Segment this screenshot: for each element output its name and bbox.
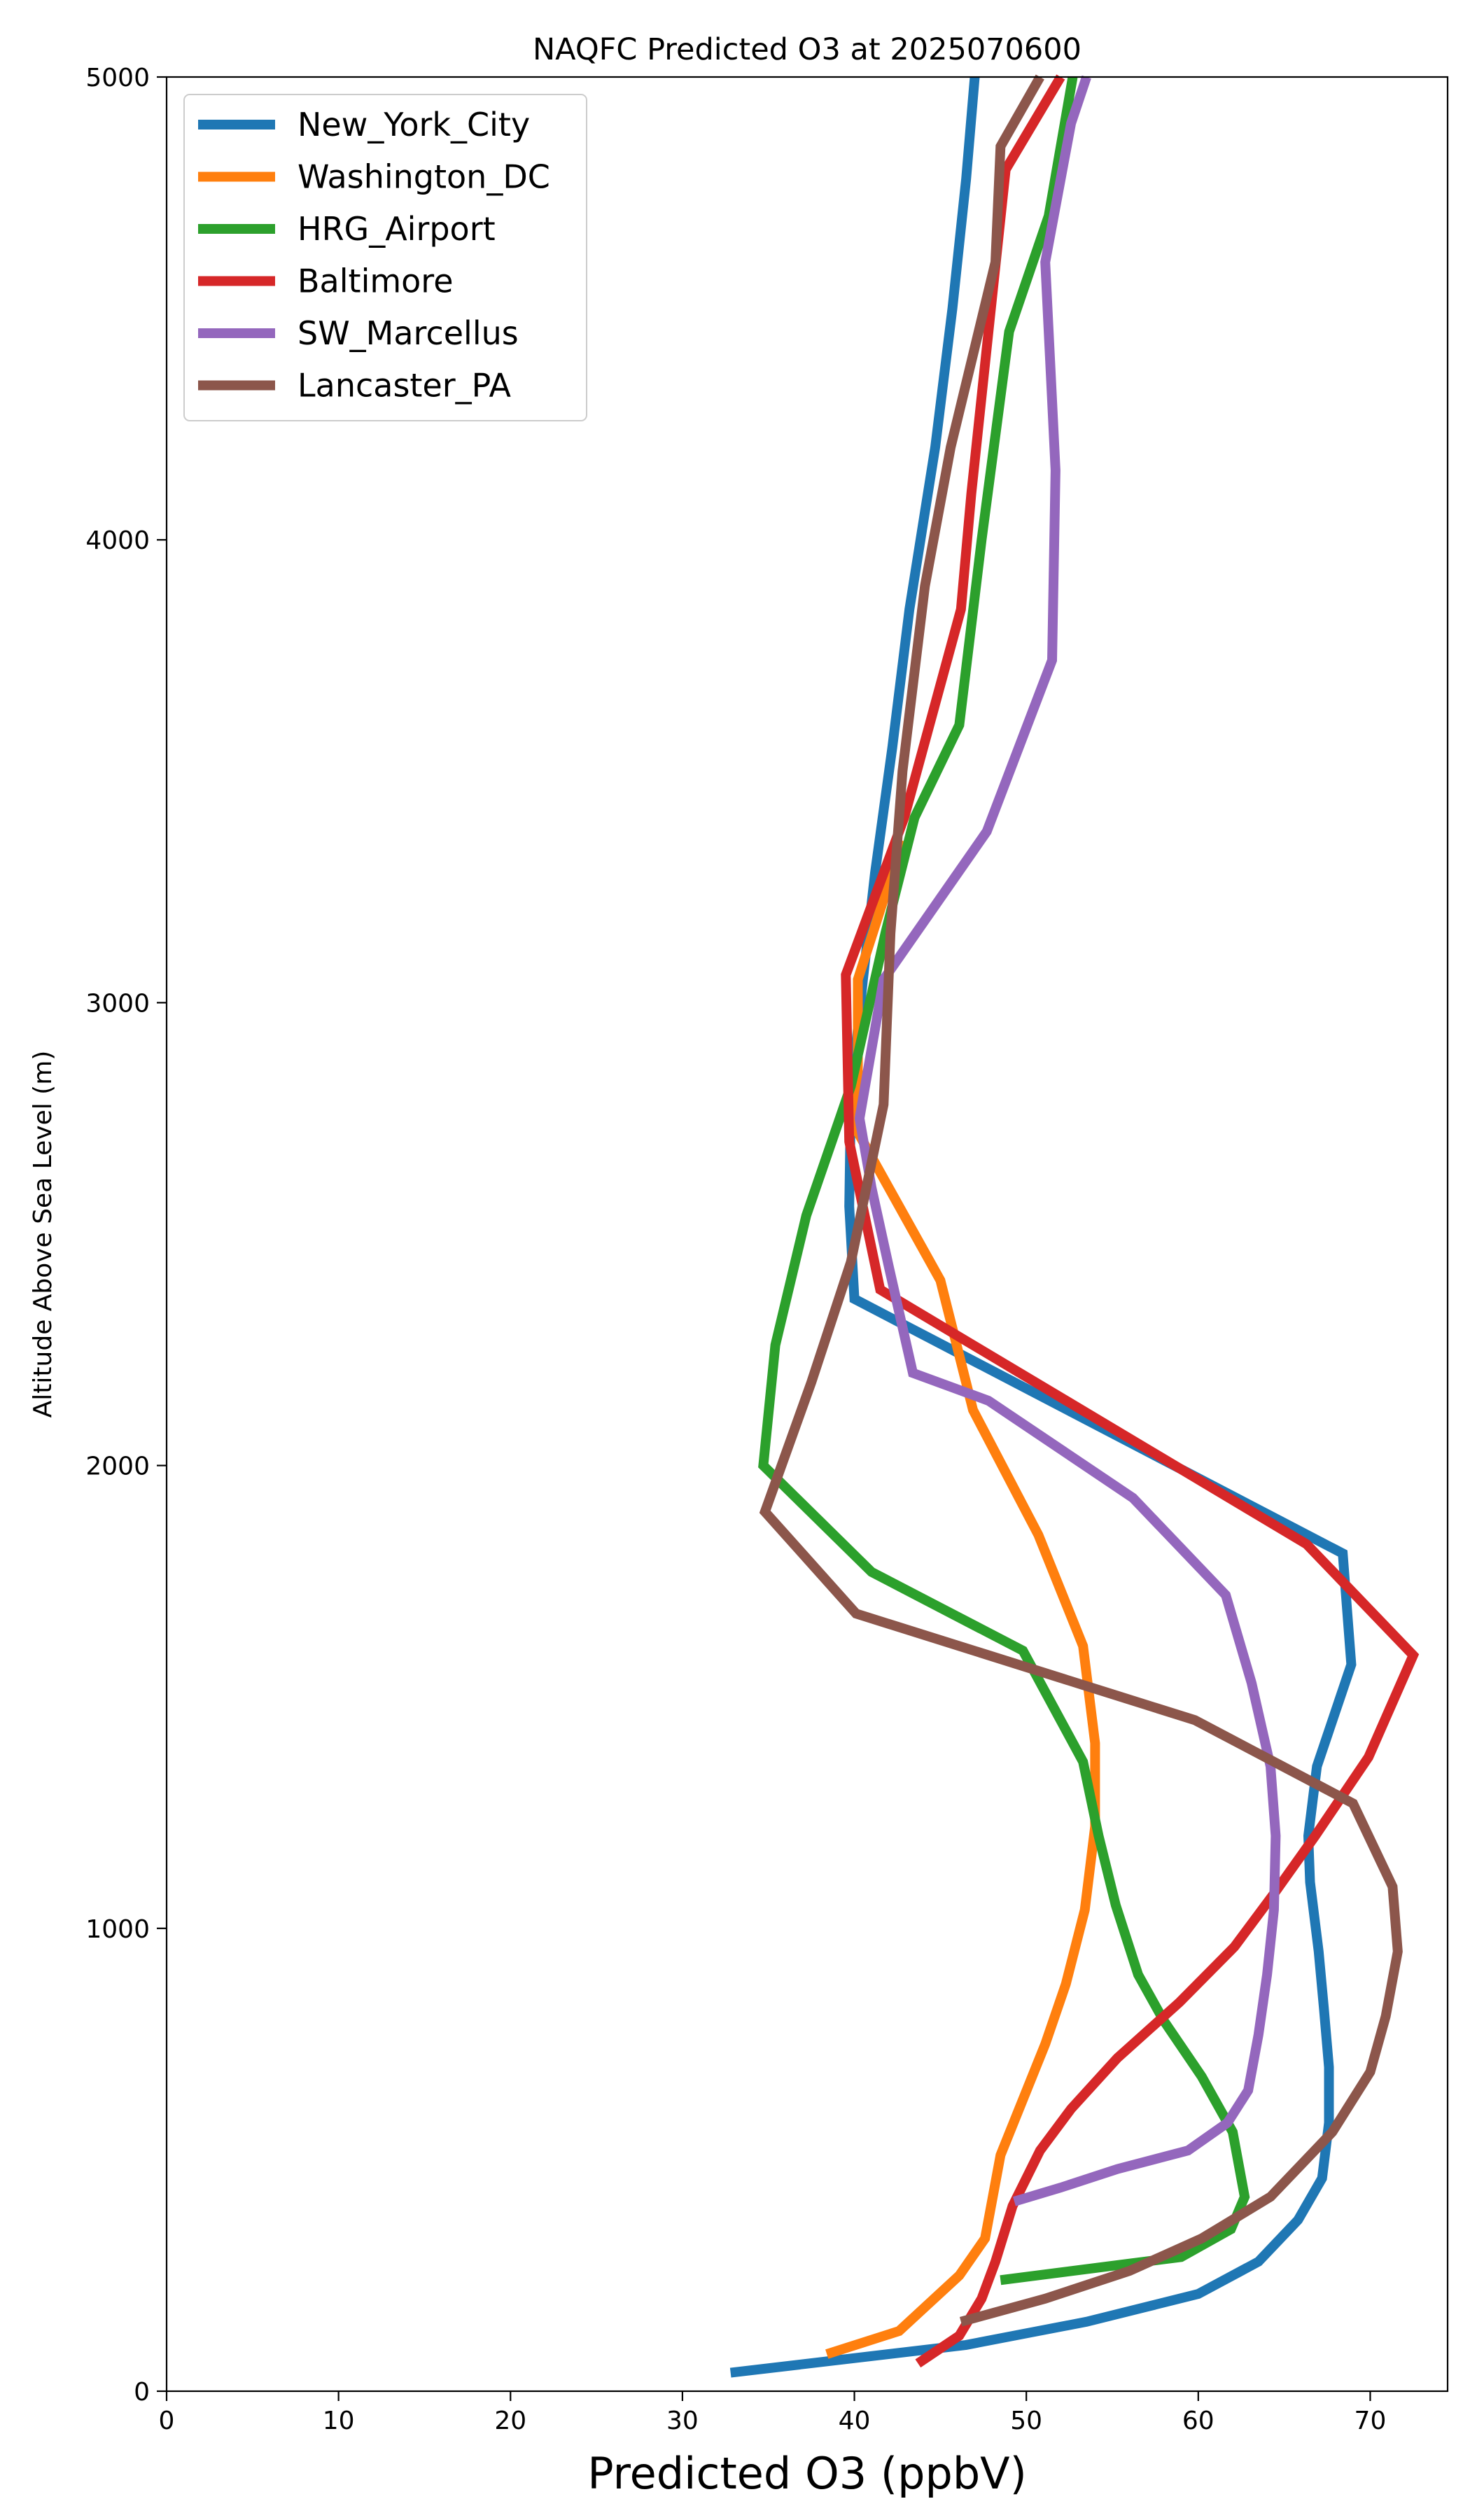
series-line-hrg-airport [758,76,1250,2286]
x-tick-label: 40 [839,2407,871,2435]
y-tick-label: 0 [134,2378,150,2407]
legend-label: Lancaster_PA [298,367,511,405]
legend-label: SW_Marcellus [298,314,519,352]
legend-label: HRG_Airport [298,210,496,248]
x-tick-label: 10 [323,2407,355,2435]
x-axis: 0 10 20 30 40 50 60 70 [159,2391,1387,2435]
plot-area-frame [165,76,1449,2393]
x-tick-label: 20 [494,2407,526,2435]
x-tick-label: 0 [159,2407,175,2435]
y-axis: 0 1000 2000 3000 4000 5000 [85,64,167,2407]
x-tick-label: 60 [1182,2407,1214,2435]
x-tick-label: 30 [666,2407,699,2435]
series-line-sw-marcellus [854,75,1281,2206]
series-line-new-york-city [729,76,1357,2378]
legend-label: New_York_City [298,106,530,144]
x-tick-label: 70 [1354,2407,1387,2435]
chart-title: NAQFC Predicted O3 at 2025070600 [533,32,1082,67]
legend-label: Baltimore [298,262,454,300]
legend-frame [183,94,587,421]
y-tick-label: 5000 [85,64,150,92]
x-axis-label: Predicted O3 (ppbV) [587,2448,1027,2499]
legend: New_York_City Washington_DC HRG_Airport Bal… [183,94,587,421]
legend-label: Washington_DC [298,158,550,196]
x-tick-label: 50 [1010,2407,1042,2435]
series-layer [729,74,1420,2378]
y-tick-label: 3000 [85,989,150,1018]
y-tick-label: 2000 [85,1452,150,1481]
y-tick-label: 4000 [85,526,150,555]
y-tick-label: 1000 [85,1915,150,1944]
y-axis-label: Altitude Above Sea Level (m) [29,1051,57,1418]
series-line-lancaster-pa [759,74,1403,2327]
